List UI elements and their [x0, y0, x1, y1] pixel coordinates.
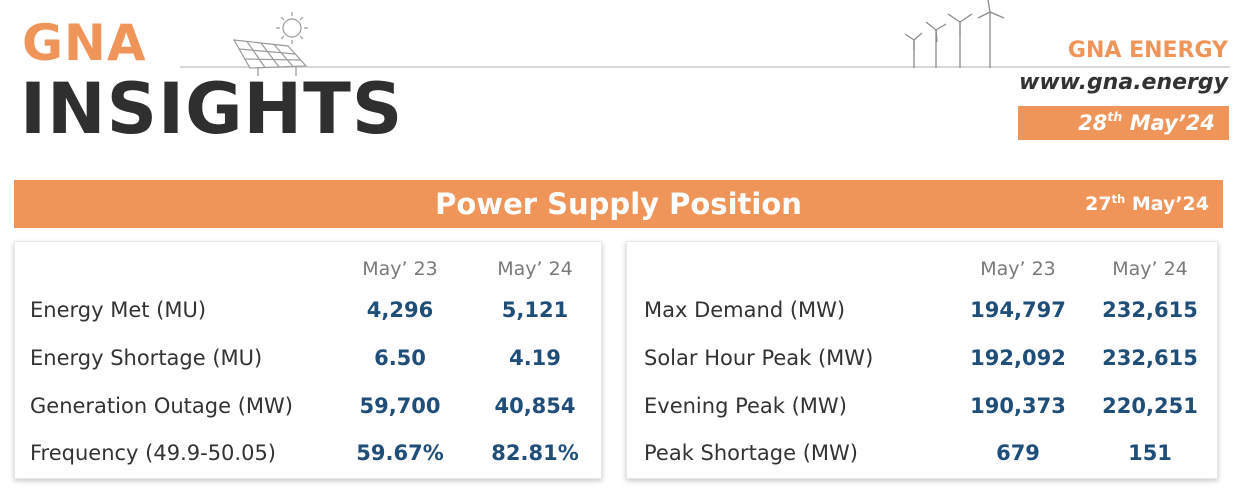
value-frequency-may23: 59.67%	[356, 441, 444, 465]
section-date-day: 27	[1085, 193, 1112, 215]
row-label-evening-peak: Evening Peak (MW)	[644, 394, 847, 418]
energy-table-panel: May’ 23 May’ 24 Energy Met (MU) 4,296 5,…	[14, 241, 602, 479]
value-max-demand-may23: 194,797	[970, 298, 1066, 322]
logo-gna: GNA	[22, 14, 147, 72]
column-header-may24: May’ 24	[497, 258, 573, 280]
value-solar-hour-peak-may24: 232,615	[1102, 346, 1198, 370]
value-frequency-may24: 82.81%	[491, 441, 579, 465]
value-evening-peak-may24: 220,251	[1102, 394, 1198, 418]
value-energy-met-may24: 5,121	[501, 298, 569, 322]
column-header-may24: May’ 24	[1112, 258, 1188, 280]
row-label-energy-shortage: Energy Shortage (MU)	[30, 346, 263, 370]
row-label-energy-met: Energy Met (MU)	[30, 298, 207, 322]
row-label-max-demand: Max Demand (MW)	[644, 298, 846, 322]
logo-insights: INSIGHTS	[20, 68, 404, 150]
value-evening-peak-may23: 190,373	[970, 394, 1066, 418]
value-solar-hour-peak-may23: 192,092	[970, 346, 1066, 370]
row-label-solar-hour-peak: Solar Hour Peak (MW)	[644, 346, 874, 370]
value-energy-met-may23: 4,296	[366, 298, 434, 322]
brand-url[interactable]: www.gna.energy	[1019, 70, 1228, 95]
demand-table-panel: May’ 23 May’ 24 Max Demand (MW) 194,797 …	[626, 241, 1218, 479]
row-label-generation-outage: Generation Outage (MW)	[30, 394, 293, 418]
value-max-demand-may24: 232,615	[1102, 298, 1198, 322]
value-energy-shortage-may23: 6.50	[374, 346, 426, 370]
value-energy-shortage-may24: 4.19	[509, 346, 561, 370]
row-label-peak-shortage: Peak Shortage (MW)	[644, 441, 858, 465]
row-label-frequency: Frequency (49.9-50.05)	[30, 441, 277, 465]
issue-day: 28	[1078, 111, 1108, 135]
value-peak-shortage-may24: 151	[1128, 441, 1172, 465]
section-title: Power Supply Position	[435, 187, 802, 221]
brand-name: GNA ENERGY	[1067, 38, 1228, 63]
column-header-may23: May’ 23	[980, 258, 1056, 280]
section-date-month-year: May’24	[1131, 193, 1209, 215]
issue-month-year: May’24	[1129, 111, 1215, 135]
column-header-may23: May’ 23	[362, 258, 438, 280]
wind-turbines-icon	[904, 0, 1005, 68]
value-generation-outage-may24: 40,854	[494, 394, 576, 418]
value-peak-shortage-may23: 679	[996, 441, 1040, 465]
header-divider	[180, 66, 1230, 68]
solar-panel-sun-icon	[232, 12, 308, 76]
value-generation-outage-may23: 59,700	[359, 394, 441, 418]
